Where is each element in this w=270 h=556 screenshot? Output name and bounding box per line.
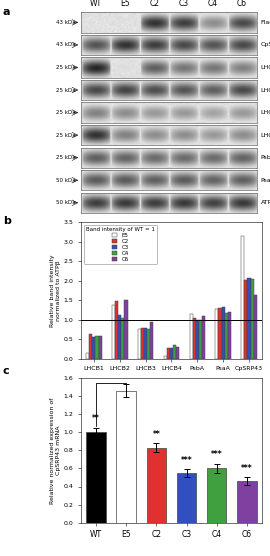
Bar [193,318,196,359]
Y-axis label: Relative normalized expression of
CpSRP43 mRNA: Relative normalized expression of CpSRP4… [50,397,61,504]
Text: 25 kDa: 25 kDa [56,155,76,160]
Text: LHCB3: LHCB3 [261,110,270,115]
Bar [150,322,153,359]
Text: **: ** [153,430,160,439]
Bar [89,335,92,359]
Text: LHCB4: LHCB4 [261,133,270,138]
Legend: E5, C2, C3, C4, C6: E5, C2, C3, C4, C6 [84,225,157,264]
Text: ***: *** [211,450,222,459]
Bar [199,320,202,359]
Bar [121,318,124,359]
Text: Flag: Flag [261,20,270,25]
Bar [115,301,118,359]
Text: C6: C6 [237,0,247,8]
Bar [118,315,121,359]
Bar [173,345,176,359]
Bar [190,314,193,359]
Bar [124,300,127,359]
Bar [241,236,244,359]
Text: 25 kDa: 25 kDa [56,87,76,92]
Text: ***: *** [181,456,192,465]
Text: PsaA: PsaA [261,178,270,183]
Text: WT: WT [90,0,102,8]
Bar [86,433,106,523]
Text: 43 kDa: 43 kDa [56,20,76,25]
Text: a: a [3,7,10,17]
Y-axis label: Relative band intensity
normalized to ATPβ: Relative band intensity normalized to AT… [50,254,61,327]
Bar [86,353,89,359]
Text: 25 kDa: 25 kDa [56,65,76,70]
Bar [99,336,102,359]
Bar [164,355,167,359]
Bar [207,468,227,523]
Text: **: ** [92,414,100,423]
Bar [254,295,257,359]
Bar [147,448,166,523]
Bar [177,473,196,523]
Text: ***: *** [241,464,253,473]
Bar [247,278,251,359]
Bar [215,309,218,359]
Text: 50 kDa: 50 kDa [56,178,76,183]
Text: 50 kDa: 50 kDa [56,200,76,205]
Bar [228,312,231,359]
Bar [141,328,144,359]
Text: C2: C2 [149,0,159,8]
Text: 43 kDa: 43 kDa [56,42,76,47]
Text: LHCB1: LHCB1 [261,65,270,70]
Bar [196,320,199,359]
Bar [138,329,141,359]
Text: C4: C4 [208,0,218,8]
Bar [147,329,150,359]
Bar [92,337,96,359]
Text: C3: C3 [178,0,188,8]
Bar [167,348,170,359]
Text: LHCB2: LHCB2 [261,87,270,92]
Bar [176,347,179,359]
Text: b: b [3,216,11,226]
Bar [96,336,99,359]
Bar [222,307,225,359]
Text: 25 kDa: 25 kDa [56,133,76,138]
Bar [112,305,115,359]
Bar [170,348,173,359]
Bar [237,481,256,523]
Bar [218,308,222,359]
Bar [202,316,205,359]
Text: c: c [3,366,9,376]
Bar [116,391,136,523]
Text: E5: E5 [120,0,130,8]
Text: 25 kDa: 25 kDa [56,110,76,115]
Bar [144,328,147,359]
Text: CpSRP43: CpSRP43 [261,42,270,47]
Text: PsbA: PsbA [261,155,270,160]
Bar [225,313,228,359]
Bar [251,279,254,359]
Bar [244,280,247,359]
Text: ATPβ: ATPβ [261,200,270,205]
